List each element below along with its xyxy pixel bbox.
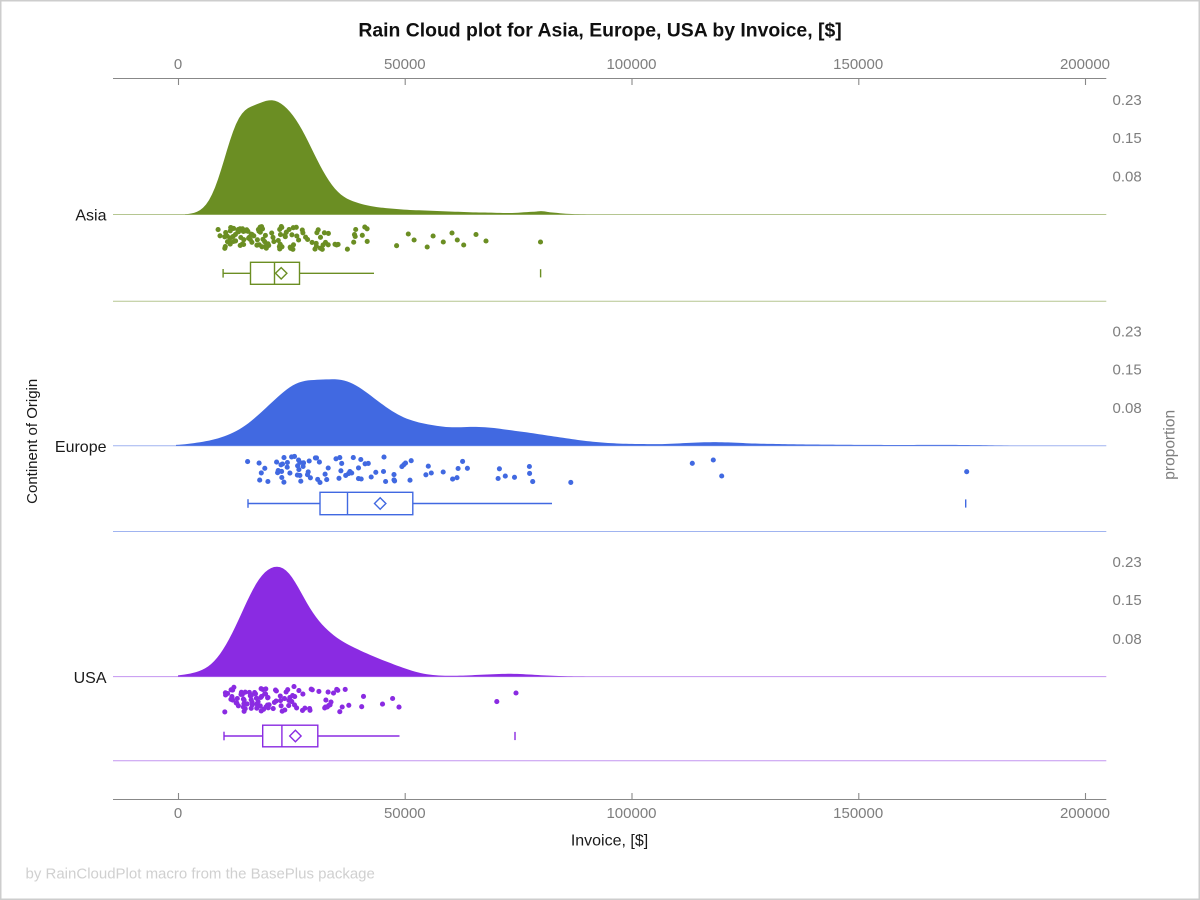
svg-text:Rain Cloud plot for Asia, Euro: Rain Cloud plot for Asia, Europe, USA by… bbox=[358, 20, 841, 42]
svg-text:150000: 150000 bbox=[833, 56, 883, 73]
svg-text:50000: 50000 bbox=[384, 805, 426, 822]
svg-text:100000: 100000 bbox=[606, 805, 656, 822]
svg-text:0.08: 0.08 bbox=[1113, 400, 1142, 417]
svg-text:by RainCloudPlot macro from th: by RainCloudPlot macro from the BasePlus… bbox=[26, 865, 375, 882]
svg-text:0.15: 0.15 bbox=[1113, 130, 1142, 147]
svg-text:Invoice, [$]: Invoice, [$] bbox=[571, 833, 648, 850]
svg-text:0.23: 0.23 bbox=[1113, 92, 1142, 109]
svg-text:100000: 100000 bbox=[606, 56, 656, 73]
svg-text:USA: USA bbox=[74, 670, 107, 687]
svg-text:200000: 200000 bbox=[1060, 805, 1110, 822]
svg-text:0.15: 0.15 bbox=[1113, 592, 1142, 609]
svg-text:0.08: 0.08 bbox=[1113, 169, 1142, 186]
svg-text:0: 0 bbox=[174, 805, 182, 822]
svg-text:200000: 200000 bbox=[1060, 56, 1110, 73]
svg-text:0.15: 0.15 bbox=[1113, 361, 1142, 378]
svg-text:50000: 50000 bbox=[384, 56, 426, 73]
svg-text:Asia: Asia bbox=[75, 208, 106, 225]
svg-text:proportion: proportion bbox=[1162, 410, 1179, 480]
svg-text:0.23: 0.23 bbox=[1113, 554, 1142, 571]
svg-text:Continent of Origin: Continent of Origin bbox=[24, 379, 41, 504]
svg-text:0: 0 bbox=[174, 56, 182, 73]
svg-text:0.08: 0.08 bbox=[1113, 631, 1142, 648]
svg-text:Europe: Europe bbox=[55, 439, 107, 456]
svg-text:0.23: 0.23 bbox=[1113, 323, 1142, 340]
svg-text:150000: 150000 bbox=[833, 805, 883, 822]
